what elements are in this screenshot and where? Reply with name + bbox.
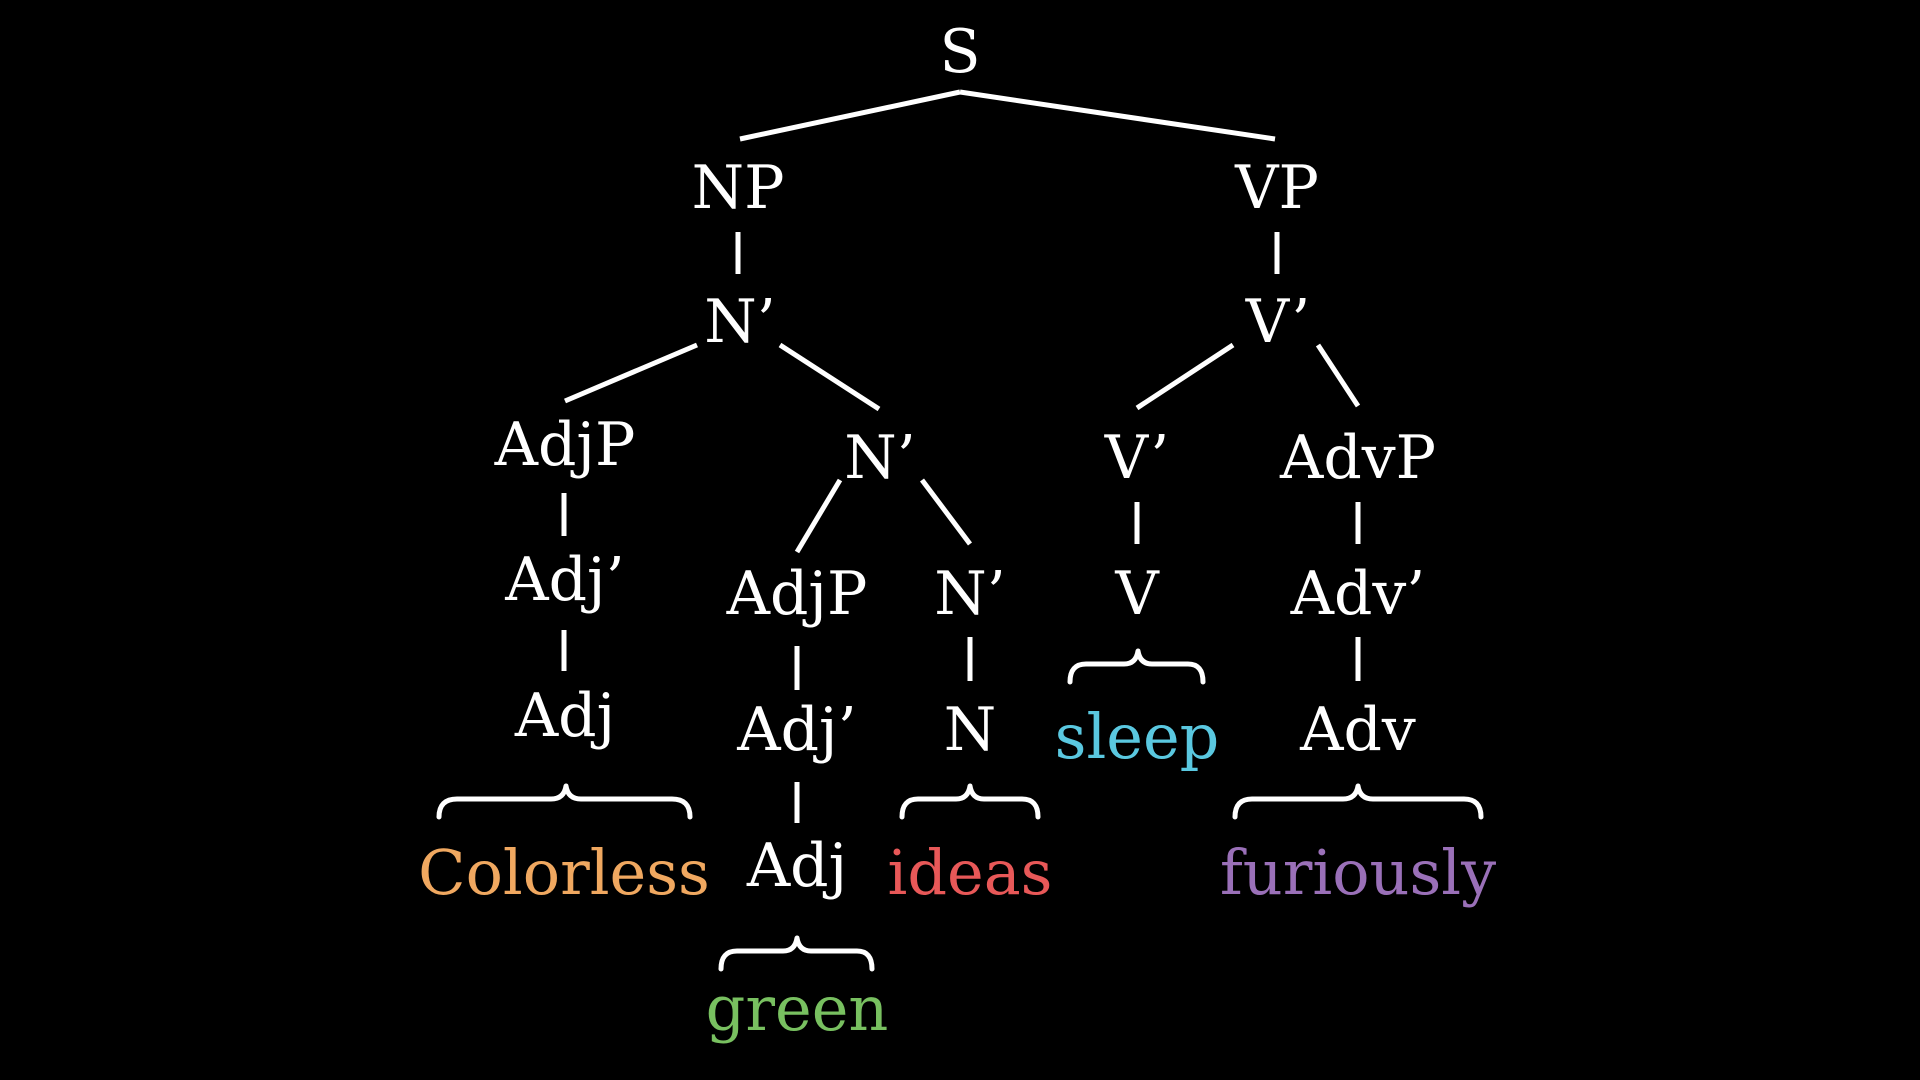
node-advp: AdvP — [1279, 423, 1436, 493]
node-np: NP — [692, 153, 785, 223]
node-adj-1: Adj — [514, 681, 615, 751]
edge-nbar-adjp — [564, 342, 698, 404]
edge-s-vp — [959, 89, 1276, 142]
node-nbar-2: N’ — [844, 423, 916, 493]
node-adjp-1: AdjP — [494, 410, 636, 480]
tree-words: Colorless green ideas sleep furiously — [418, 700, 1496, 1045]
brace-sleep — [1067, 648, 1206, 685]
edge-vbar-vbar — [1135, 342, 1235, 411]
brace-colorless — [436, 783, 693, 820]
edge-nbar-nbar — [778, 342, 881, 412]
node-adjbar-2: Adj’ — [736, 695, 856, 765]
node-adv: Adv — [1299, 695, 1416, 765]
brace-green — [718, 935, 875, 972]
brace-furiously — [1232, 783, 1484, 820]
edge-nbar2-nbar3 — [920, 478, 972, 546]
node-advbar: Adv’ — [1290, 559, 1426, 629]
edge-vbar-advp — [1315, 343, 1361, 408]
edge-s-np — [739, 89, 961, 142]
node-s: S — [939, 17, 980, 87]
tree-nodes: S NP VP N’ V’ AdjP N’ V’ AdvP Adj’ AdjP … — [494, 17, 1436, 901]
word-green: green — [706, 972, 889, 1045]
node-adjp-2: AdjP — [726, 559, 868, 629]
node-n: N — [944, 695, 997, 765]
brace-ideas — [899, 783, 1041, 820]
word-furiously: furiously — [1220, 836, 1496, 909]
word-ideas: ideas — [888, 836, 1053, 909]
node-nbar-1: N’ — [704, 287, 776, 357]
node-v: V — [1114, 559, 1160, 629]
node-vbar-2: V’ — [1104, 423, 1170, 493]
word-sleep: sleep — [1055, 700, 1220, 773]
node-nbar-3: N’ — [934, 559, 1006, 629]
tree-edges — [561, 89, 1361, 823]
node-adj-2: Adj — [746, 831, 847, 901]
word-colorless: Colorless — [418, 836, 710, 909]
edge-nbar2-adjp — [794, 478, 843, 554]
node-adjbar-1: Adj’ — [504, 545, 624, 615]
node-vp: VP — [1234, 153, 1319, 223]
node-vbar-1: V’ — [1245, 287, 1311, 357]
tree-braces — [436, 648, 1484, 972]
